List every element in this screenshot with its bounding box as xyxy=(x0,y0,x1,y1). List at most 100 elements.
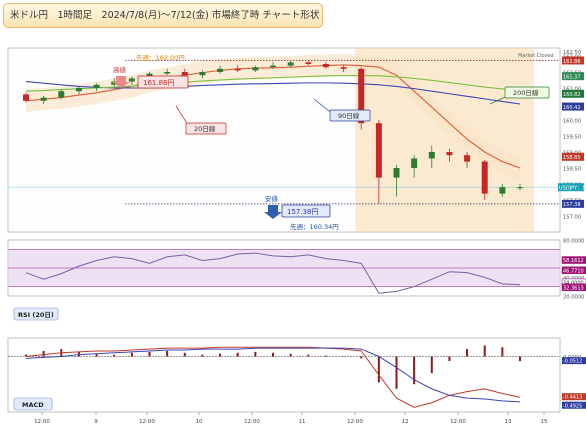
x-tick-label: 12:00 xyxy=(244,419,260,425)
y-tick-label: 80.0000 xyxy=(563,239,584,245)
y-tick-label: 162.50 xyxy=(563,50,581,56)
rsi-tag xyxy=(561,256,586,264)
macd-tag xyxy=(562,393,586,401)
x-tick-label: 12 xyxy=(402,419,409,425)
candle-body xyxy=(40,97,47,101)
candle-body xyxy=(23,94,29,101)
x-tick-label: 12:00 xyxy=(34,419,50,425)
candle-body xyxy=(446,152,453,156)
ma-label-box xyxy=(185,122,227,135)
ma-label-leader xyxy=(489,96,506,105)
price-tag-label: 161.86 xyxy=(563,59,581,65)
high-futures-label: 先週：162.00円 xyxy=(136,53,185,62)
x-tick-label: 12:00 xyxy=(347,419,363,425)
ma-label-box xyxy=(504,86,550,99)
price-tag-label: USDJPY：157.90 xyxy=(559,186,586,192)
y-tick-label: 159.50 xyxy=(563,135,581,141)
macd-histogram-bar xyxy=(183,352,186,357)
candle-body xyxy=(234,68,241,71)
candle-body xyxy=(358,68,365,124)
price-tag xyxy=(558,183,584,192)
candle-body xyxy=(322,64,329,68)
candle-body xyxy=(252,67,259,71)
macd-tag-label: -0.4413 xyxy=(563,395,582,401)
rsi-tag-label: 46.7710 xyxy=(563,268,584,274)
macd-label-box xyxy=(13,397,53,411)
candle-body xyxy=(270,65,276,68)
rsi-line xyxy=(25,252,521,294)
rsi-tag-label: 32.3613 xyxy=(563,285,584,291)
macd-histogram-bar xyxy=(448,356,451,362)
rsi-tag-label: 58.1612 xyxy=(563,258,584,264)
macd-histogram-bar xyxy=(130,352,133,357)
macd-tag-label: -0.0512 xyxy=(563,359,582,365)
candle-body xyxy=(287,62,294,66)
rsi-label: RSI (20日) xyxy=(18,311,54,319)
candle-body xyxy=(393,168,400,178)
price-tag-label: 161.37 xyxy=(563,75,581,81)
candle-body xyxy=(93,84,100,88)
low-label: 安値 xyxy=(265,194,279,203)
high-value-box xyxy=(137,75,189,89)
y-tick-label: 157.00 xyxy=(563,215,581,221)
macd-line-2 xyxy=(25,347,521,403)
macd-histogram-bar xyxy=(236,352,239,357)
macd-histogram-bar xyxy=(113,354,116,357)
candle-body xyxy=(481,161,488,194)
candle-body xyxy=(75,88,82,92)
macd-histogram-bar xyxy=(254,351,257,357)
macd-histogram-bar xyxy=(519,356,521,362)
candle-body xyxy=(199,72,206,76)
macd-histogram-bar xyxy=(25,354,27,357)
low-arrow-icon xyxy=(264,205,282,219)
macd-line-1 xyxy=(25,346,521,408)
x-tick-label: 11 xyxy=(299,419,306,425)
macd-histogram-bar xyxy=(501,347,504,357)
macd-histogram-bar xyxy=(42,350,45,357)
macd-histogram-bar xyxy=(483,345,486,357)
candle-body xyxy=(464,155,471,162)
candle-body xyxy=(428,152,435,159)
y-tick-label: 20.0000 xyxy=(563,295,584,301)
low-futures-label: 先週：160.34円 xyxy=(290,222,339,231)
macd-histogram-bar xyxy=(377,356,380,383)
price-tag-label: 158.85 xyxy=(563,155,581,161)
macd-histogram-bar xyxy=(201,354,204,357)
y-tick-label: 158.50 xyxy=(563,167,581,173)
ma-label: 20日線 xyxy=(194,124,216,133)
macd-histogram-bar xyxy=(148,351,151,357)
ma-label: 90日線 xyxy=(338,111,360,120)
macd-histogram-bar xyxy=(289,353,292,357)
x-tick-label: 9 xyxy=(94,419,98,425)
macd-histogram-bar xyxy=(342,356,345,357)
macd-histogram-bar xyxy=(272,352,274,357)
price-tag xyxy=(562,72,584,81)
chart-title: 米ドル円 1時間足 2024/7/8(月)〜7/12(金) 市場終了時 チャート… xyxy=(3,3,323,28)
low-value-box xyxy=(281,204,331,218)
macd-pane xyxy=(7,337,561,413)
rsi-tag-label: 34.0000 xyxy=(563,280,584,286)
candle-body xyxy=(375,123,382,178)
price-tag-label: 160.42 xyxy=(563,105,581,111)
ma-label: 200日線 xyxy=(513,88,539,97)
macd-histogram-bar xyxy=(95,353,98,357)
macd-histogram-bar xyxy=(307,354,310,357)
price-tag-label: 157.38 xyxy=(563,202,581,208)
ma-line-3 xyxy=(25,74,521,92)
macd-tag-label: -0.4925 xyxy=(563,403,582,409)
ma-label-box xyxy=(329,109,371,122)
rsi-tag xyxy=(561,283,586,292)
price-tag xyxy=(562,102,584,111)
macd-label: MACD xyxy=(22,401,44,409)
macd-histogram-bar xyxy=(360,356,363,359)
high-value-label: 161.86円 xyxy=(143,79,175,87)
candle-body xyxy=(217,68,224,72)
macd-histogram-bar xyxy=(395,356,398,389)
macd-histogram-bar xyxy=(219,353,222,357)
candle-body xyxy=(499,187,506,194)
macd-histogram-bar xyxy=(413,356,416,385)
low-value-label: 157.38円 xyxy=(287,208,319,216)
high-arrow-icon xyxy=(112,76,130,88)
price-tag xyxy=(562,89,584,98)
